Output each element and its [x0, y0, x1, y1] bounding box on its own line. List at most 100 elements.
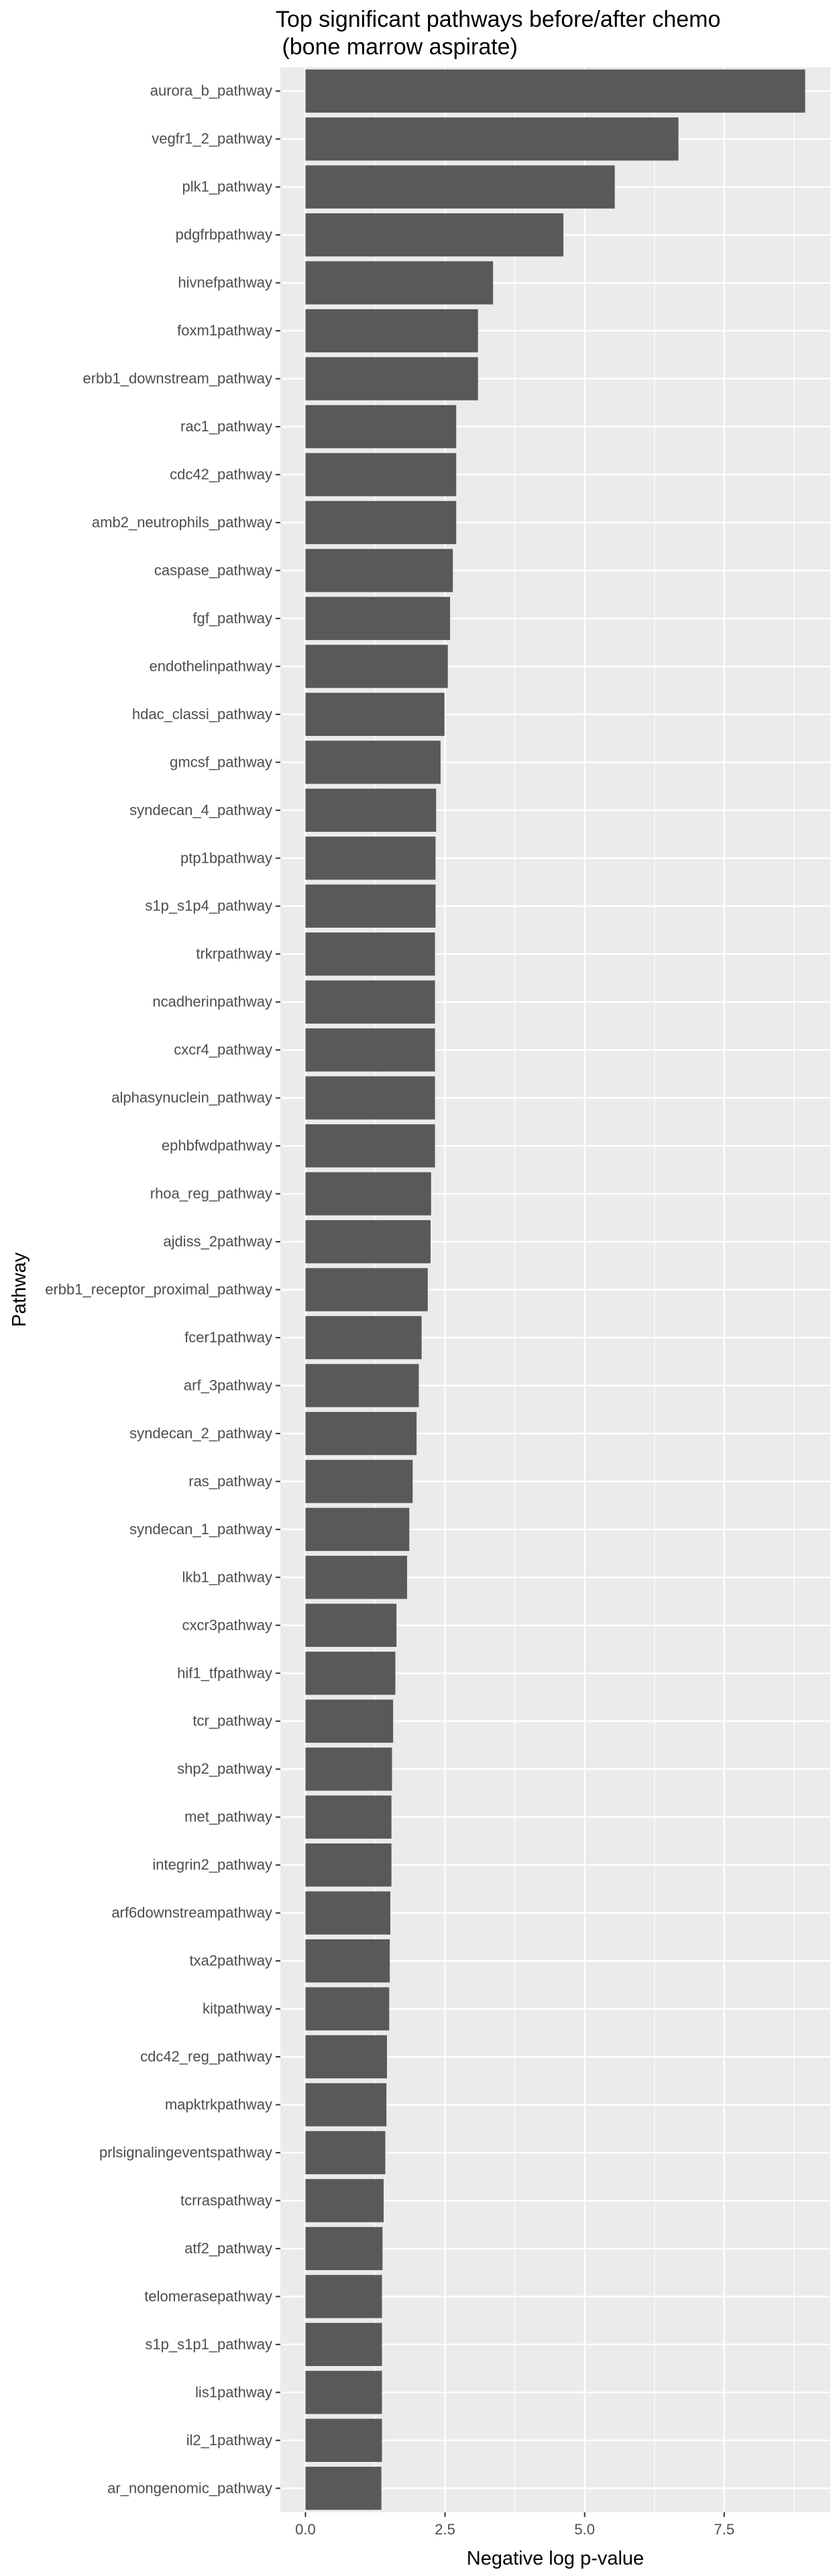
x-tick-label: 0.0: [295, 2521, 316, 2538]
bar: [305, 1076, 435, 1120]
bar: [305, 645, 448, 688]
y-tick-label: prlsignalingeventspathway: [99, 2144, 272, 2161]
y-tick-label: tcrraspathway: [180, 2192, 272, 2208]
y-tick-label: il2_1pathway: [186, 2432, 272, 2449]
y-tick-label: syndecan_1_pathway: [129, 1521, 272, 1538]
y-tick-label: met_pathway: [184, 1809, 272, 1825]
y-tick-label: fcer1pathway: [184, 1329, 272, 1346]
bar: [305, 2418, 382, 2462]
bar: [305, 741, 441, 784]
y-tick-label: gmcsf_pathway: [170, 753, 272, 770]
y-tick-label: tcr_pathway: [192, 1713, 272, 1729]
y-tick-label: rac1_pathway: [180, 418, 272, 435]
bar: [305, 2275, 382, 2318]
bar: [305, 2371, 382, 2414]
chart-title-line-2: (bone marrow aspirate): [276, 34, 518, 60]
bar: [305, 1556, 407, 1599]
bar: [305, 837, 436, 880]
bar: [305, 500, 457, 545]
bar: [305, 2131, 386, 2175]
bar: [305, 980, 435, 1024]
bar: [305, 1411, 417, 1456]
bar: [305, 213, 564, 257]
bar: [305, 1172, 431, 1216]
y-tick-label: ras_pathway: [188, 1472, 272, 1489]
y-tick-label: amb2_neutrophils_pathway: [92, 514, 272, 531]
bar: [305, 692, 445, 737]
y-tick-label: endothelinpathway: [150, 657, 272, 674]
y-tick-label: alphasynuclein_pathway: [111, 1089, 272, 1106]
y-axis: aurora_b_pathway vegfr1_2_pathway plk1_pat…: [45, 83, 280, 2496]
y-tick-label: ar_nongenomic_pathway: [107, 2479, 272, 2496]
bar: [305, 453, 457, 496]
bar: [305, 1891, 390, 1935]
y-tick-label: cdc42_pathway: [170, 466, 272, 483]
y-tick-label: foxm1pathway: [177, 322, 272, 339]
y-tick-label: cxcr4_pathway: [174, 1041, 272, 1058]
y-tick-label: erbb1_receptor_proximal_pathway: [45, 1281, 272, 1298]
y-tick-label: erbb1_downstream_pathway: [82, 370, 272, 387]
y-tick-label: plk1_pathway: [182, 178, 272, 195]
bar: [305, 788, 437, 832]
bar: [305, 117, 679, 161]
y-tick-label: atf2_pathway: [184, 2240, 272, 2257]
y-tick-label: s1p_s1p1_pathway: [145, 2336, 272, 2353]
bar: [305, 884, 436, 928]
bar: [305, 1939, 390, 1983]
y-tick-label: pdgfrbpathway: [176, 226, 272, 243]
x-tick-label: 2.5: [435, 2521, 455, 2538]
bar: [305, 1748, 392, 1791]
y-tick-label: ptp1bpathway: [180, 849, 272, 866]
y-tick-label: hivnefpathway: [178, 274, 272, 291]
bar: [305, 1268, 428, 1311]
bar: [305, 69, 805, 113]
y-tick-label: cxcr3pathway: [182, 1617, 272, 1633]
y-tick-label: trkrpathway: [196, 945, 272, 962]
x-tick-label: 5.0: [574, 2521, 595, 2538]
bar: [305, 1220, 431, 1264]
bar: [305, 1028, 435, 1072]
y-tick-label: ephbfwdpathway: [162, 1137, 272, 1154]
bar: [305, 405, 457, 449]
bar: [305, 1795, 392, 1839]
bar: [305, 1843, 392, 1887]
y-tick-label: telomerasepathway: [144, 2288, 272, 2304]
y-tick-label: hdac_classi_pathway: [132, 706, 272, 722]
y-tick-label: hif1_tfpathway: [177, 1664, 272, 1681]
bar: [305, 2226, 383, 2271]
y-tick-label: txa2pathway: [189, 1952, 272, 1969]
y-axis-title: Pathway: [9, 1252, 30, 1327]
bar: [305, 1364, 419, 1407]
y-tick-label: shp2_pathway: [177, 1760, 272, 1777]
x-axis-title: Negative log p-value: [467, 2548, 644, 2569]
y-tick-label: caspase_pathway: [154, 561, 272, 578]
y-tick-label: integrin2_pathway: [152, 1856, 272, 1873]
bar: [305, 596, 451, 641]
bar: [305, 2322, 382, 2367]
bar: [305, 261, 494, 305]
y-tick-label: syndecan_4_pathway: [129, 802, 272, 818]
y-tick-label: vegfr1_2_pathway: [152, 130, 272, 147]
chart-title-line-1: Top significant pathways before/after ch…: [276, 7, 720, 32]
x-tick-label: 7.5: [714, 2521, 735, 2538]
y-tick-label: mapktrkpathway: [165, 2096, 272, 2113]
bar: [305, 2083, 387, 2127]
bar: [305, 309, 478, 353]
y-tick-label: arf6downstreampathway: [111, 1904, 272, 1921]
bars: [305, 69, 805, 2510]
y-tick-label: kitpathway: [203, 2000, 272, 2017]
y-tick-label: rhoa_reg_pathway: [150, 1185, 272, 1202]
bar: [305, 932, 435, 976]
y-tick-label: lkb1_pathway: [182, 1568, 272, 1585]
bar: [305, 1987, 390, 2031]
bar: [305, 1507, 410, 1552]
bar: [305, 1603, 397, 1647]
bar: [305, 1460, 413, 1503]
bar: [305, 2179, 384, 2222]
bar: [305, 1652, 396, 1695]
y-tick-label: s1p_s1p4_pathway: [145, 898, 272, 914]
bar: [305, 549, 453, 592]
bar: [305, 2035, 388, 2079]
y-tick-label: ajdiss_2pathway: [163, 1233, 272, 1250]
